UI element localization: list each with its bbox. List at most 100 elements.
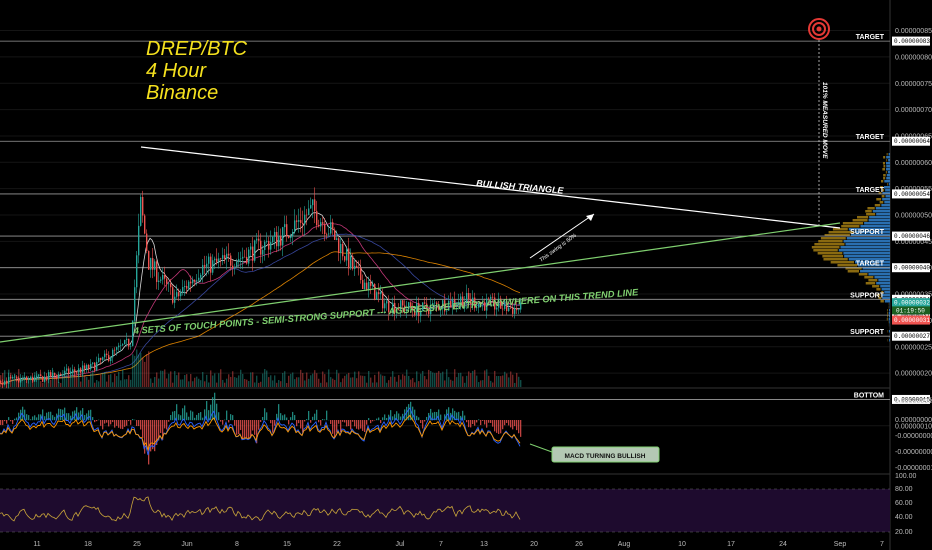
candle-body	[282, 227, 284, 246]
volume-bar	[166, 378, 168, 387]
macd-histogram-bar	[52, 415, 54, 421]
level-tag	[892, 331, 930, 341]
macd-histogram-bar	[172, 411, 174, 421]
macd-histogram-bar	[368, 418, 370, 421]
candle-body	[6, 380, 8, 384]
volume-bar	[180, 379, 182, 387]
profile-bar-up	[884, 201, 890, 204]
profile-bar-up	[889, 339, 890, 342]
profile-bar-up	[876, 282, 890, 285]
profile-bar-down	[868, 279, 878, 282]
volume-bar	[326, 382, 328, 387]
candle-body	[400, 300, 402, 310]
candle-body	[404, 305, 406, 312]
profile-bar-down	[842, 222, 864, 225]
candle-body	[394, 302, 396, 314]
title-pair: DREP/BTC	[146, 38, 248, 60]
macd-histogram-bar	[426, 416, 428, 421]
macd-histogram-bar	[164, 420, 166, 429]
profile-bar-up	[840, 246, 890, 249]
candle-body	[478, 303, 480, 308]
candle-body	[16, 376, 18, 378]
profile-bar-up	[844, 255, 890, 258]
volume-bar	[384, 375, 386, 387]
volume-bar	[74, 369, 76, 387]
macd-histogram-bar	[42, 409, 44, 421]
volume-bar	[216, 382, 218, 387]
price-tick-label: 0.00000045	[895, 239, 932, 246]
candle-body	[36, 375, 38, 378]
candle-body	[354, 265, 356, 269]
profile-bar-down	[883, 165, 886, 168]
candle-body	[420, 310, 422, 317]
volume-bar	[372, 382, 374, 387]
macd-histogram-bar	[262, 416, 264, 421]
volume-bar	[442, 371, 444, 387]
profile-bar-up	[882, 192, 890, 195]
candle-body	[214, 258, 216, 261]
volume-bar	[92, 370, 94, 387]
volume-bar	[346, 374, 348, 387]
candle-body	[344, 256, 346, 261]
candle-body	[430, 304, 432, 315]
candle-body	[514, 308, 516, 314]
price-tick-label: 0.00000070	[895, 107, 932, 114]
price-tick-label: 0.00000080	[895, 54, 932, 61]
volume-bar	[250, 372, 252, 387]
macd-histogram-bar	[478, 419, 480, 421]
macd-histogram-bar	[462, 410, 464, 421]
profile-bar-down	[813, 249, 838, 252]
volume-bar	[102, 372, 104, 387]
macd-histogram-bar	[388, 414, 390, 421]
macd-histogram-bar	[0, 420, 2, 425]
macd-histogram-bar	[380, 420, 382, 424]
volume-bar	[40, 381, 42, 387]
macd-histogram-bar	[72, 411, 74, 421]
time-tick-label: 15	[283, 541, 291, 548]
profile-bar-down	[886, 318, 888, 321]
candle-body	[80, 368, 82, 373]
candle-body	[332, 222, 334, 230]
time-tick-label: 22	[333, 541, 341, 548]
macd-histogram-bar	[302, 420, 304, 433]
macd-histogram-bar	[102, 420, 104, 430]
volume-bar	[348, 372, 350, 387]
macd-histogram-bar	[188, 416, 190, 421]
candle-body	[108, 355, 110, 361]
volume-bar	[200, 380, 202, 387]
macd-histogram-bar	[80, 410, 82, 421]
candle-body	[366, 282, 368, 291]
volume-bar	[438, 371, 440, 387]
volume-bar	[202, 372, 204, 387]
rsi-tick-label: 80.00	[895, 486, 913, 493]
candle-body	[72, 369, 74, 372]
volume-bar	[352, 377, 354, 387]
macd-histogram-bar	[446, 409, 448, 421]
level-tag-value: 0.00000015	[894, 396, 930, 403]
candle-body	[4, 380, 6, 385]
profile-bar-up	[888, 312, 890, 315]
target-ring-inner	[812, 22, 826, 36]
volume-bar	[68, 376, 70, 387]
candle-body	[78, 368, 80, 373]
macd-histogram-bar	[106, 420, 108, 423]
volume-bar	[474, 369, 476, 387]
candle-body	[300, 220, 302, 223]
level-tag-value: 0.00000064	[894, 138, 930, 145]
candle-body	[390, 312, 392, 313]
target-dot	[816, 26, 822, 32]
volume-bar	[422, 370, 424, 387]
macd-histogram-bar	[10, 420, 12, 422]
macd-histogram-bar	[444, 414, 446, 421]
macd-histogram-bar	[272, 420, 274, 433]
volume-bar	[58, 381, 60, 387]
profile-bar-down	[823, 258, 848, 261]
volume-bar	[456, 377, 458, 387]
candle-body	[272, 236, 274, 243]
volume-bar	[466, 375, 468, 387]
candle-body	[38, 374, 40, 376]
macd-histogram-bar	[130, 420, 132, 425]
profile-bar-down	[830, 261, 854, 264]
macd-histogram-bar	[372, 420, 374, 422]
